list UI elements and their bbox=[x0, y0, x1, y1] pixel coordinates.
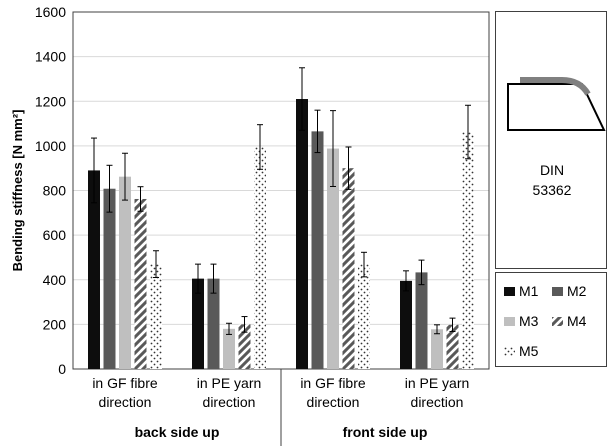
din-specimen-block bbox=[507, 83, 606, 131]
bar-m3 bbox=[431, 329, 443, 369]
bar-m5 bbox=[254, 146, 266, 369]
bar-m2 bbox=[415, 272, 428, 369]
legend-item-m1: M1 bbox=[504, 283, 538, 299]
x-category-label: direction bbox=[99, 394, 152, 410]
legend-swatch bbox=[552, 316, 563, 326]
bending-stiffness-chart: 0 200 400 600 800 1000 1200 1400 1600 Bending sti… bbox=[10, 4, 490, 446]
bar-m5 bbox=[358, 264, 370, 369]
legend-item-m2: M2 bbox=[552, 283, 586, 299]
bar-m1 bbox=[400, 280, 412, 369]
legend-label: M3 bbox=[519, 313, 539, 329]
bar-m1 bbox=[192, 278, 204, 369]
legend-label: M1 bbox=[519, 283, 539, 299]
legend-label: M4 bbox=[567, 313, 587, 329]
y-tick-label: 800 bbox=[43, 183, 67, 199]
din-panel: DIN 53362 bbox=[495, 11, 607, 269]
y-tick-label: 600 bbox=[43, 227, 67, 243]
y-axis-label: Bending stiffness [N mm²] bbox=[10, 110, 25, 272]
x-category-label: direction bbox=[307, 394, 360, 410]
x-category-label: direction bbox=[411, 394, 464, 410]
bar-m2 bbox=[103, 188, 116, 369]
legend-swatch bbox=[552, 286, 563, 296]
x-group-label: front side up bbox=[343, 424, 428, 440]
din-bending-strip bbox=[520, 77, 591, 96]
y-tick-label: 200 bbox=[43, 316, 67, 332]
x-category-label: in GF fibre bbox=[300, 375, 366, 391]
bar-m4 bbox=[342, 168, 355, 369]
din-test-illustration bbox=[507, 77, 606, 131]
y-tick-label: 400 bbox=[43, 272, 67, 288]
legend: M1 M2 M3 M4 M5 bbox=[495, 272, 607, 367]
y-tick-label: 0 bbox=[58, 361, 66, 377]
y-tick-label: 1400 bbox=[35, 49, 66, 65]
legend-swatch bbox=[504, 316, 515, 326]
legend-item-m3: M3 bbox=[504, 313, 538, 329]
legend-label: M2 bbox=[567, 283, 587, 299]
legend-label: M5 bbox=[519, 343, 539, 359]
bar-m4 bbox=[446, 324, 459, 369]
x-category-label: direction bbox=[203, 394, 256, 410]
bar-m5 bbox=[462, 132, 474, 369]
legend-item-m5: M5 bbox=[504, 343, 538, 359]
bar-m2 bbox=[311, 131, 324, 369]
din-label-line1: DIN bbox=[539, 162, 565, 178]
bar-m4 bbox=[134, 198, 147, 369]
bar-m3 bbox=[327, 148, 339, 369]
bar-m5 bbox=[150, 264, 162, 369]
x-category-label: in PE yarn bbox=[405, 375, 470, 391]
bar-m3 bbox=[223, 328, 235, 369]
x-category-label: in PE yarn bbox=[197, 375, 262, 391]
x-category-label: in GF fibre bbox=[92, 375, 158, 391]
y-tick-label: 1200 bbox=[35, 93, 66, 109]
bar-m2 bbox=[207, 278, 220, 369]
bar-m4 bbox=[238, 324, 251, 369]
legend-swatch bbox=[504, 346, 515, 356]
bar-m3 bbox=[119, 176, 131, 369]
bar-m1 bbox=[88, 170, 100, 369]
legend-item-m4: M4 bbox=[552, 313, 586, 329]
din-label-line2: 53362 bbox=[532, 182, 572, 198]
y-tick-label: 1600 bbox=[35, 4, 66, 20]
legend-swatch bbox=[504, 286, 515, 296]
x-group-label: back side up bbox=[135, 424, 220, 440]
y-tick-label: 1000 bbox=[35, 138, 66, 154]
bar-m1 bbox=[296, 99, 308, 370]
